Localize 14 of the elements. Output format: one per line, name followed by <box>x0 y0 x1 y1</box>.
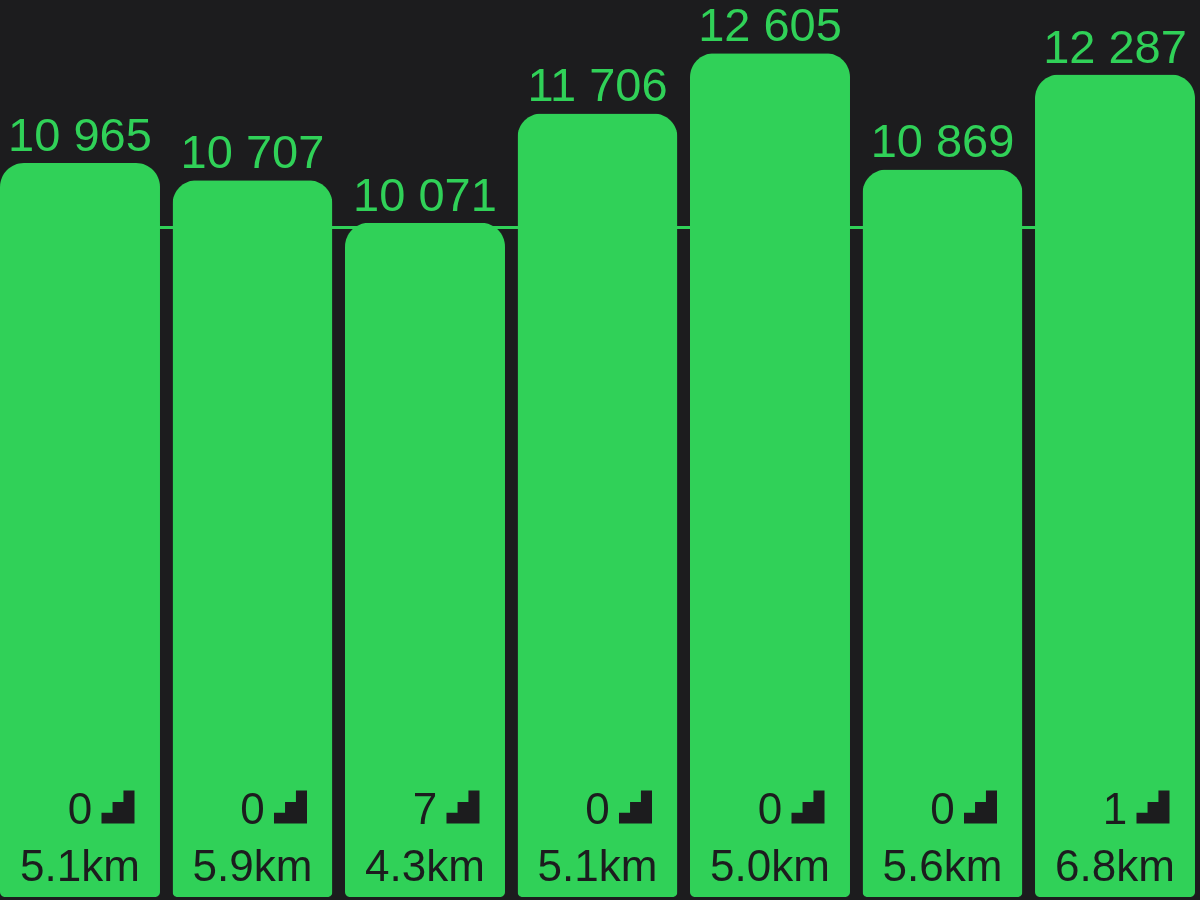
data-label: 10 869 <box>870 114 1015 168</box>
x-tick-label: 0 5.1km <box>537 783 658 890</box>
data-label: 12 287 <box>1043 19 1187 73</box>
data-label: 12 605 <box>698 0 842 52</box>
x-tick-label: 0 5.9km <box>192 783 313 890</box>
x-tick-label: 0 5.0km <box>710 783 830 890</box>
x-tick-label: 1 6.8km <box>1055 783 1175 890</box>
x-tick-label: 0 5.6km <box>882 783 1003 890</box>
data-label: 10 707 <box>180 125 325 179</box>
data-label: 10 965 <box>8 108 152 161</box>
data-label: 11 706 <box>527 58 668 112</box>
data-label: 10 071 <box>353 167 497 221</box>
x-tick-label: 7 4.3km <box>365 783 485 890</box>
x-tick-label: 0 5.1km <box>20 783 140 890</box>
